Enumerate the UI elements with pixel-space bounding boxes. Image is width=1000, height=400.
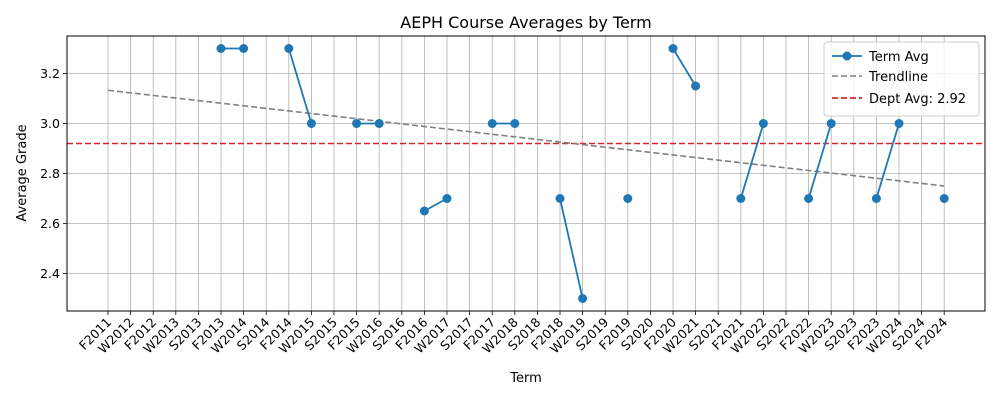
term-avg-point bbox=[419, 206, 429, 216]
term-avg-point bbox=[487, 119, 497, 128]
y-tick-label: 2.8 bbox=[40, 166, 60, 181]
plot-layer bbox=[67, 44, 985, 303]
term-avg-segment bbox=[807, 123, 833, 199]
term-avg-segment bbox=[875, 123, 900, 199]
term-avg-point bbox=[510, 119, 520, 128]
legend-label-term-avg: Term Avg bbox=[868, 50, 929, 65]
term-avg-point bbox=[442, 194, 452, 203]
y-tick-label: 3.2 bbox=[40, 66, 60, 81]
term-avg-point bbox=[374, 119, 384, 128]
term-avg-point bbox=[804, 194, 814, 203]
y-tick-label: 3.0 bbox=[40, 116, 60, 131]
term-avg-segment bbox=[672, 48, 697, 87]
y-axis-label: Average Grade bbox=[15, 124, 30, 221]
legend-label-trendline: Trendline bbox=[868, 70, 928, 85]
chart-title: AEPH Course Averages by Term bbox=[400, 13, 651, 32]
y-tick-label: 2.4 bbox=[40, 266, 60, 281]
trendline bbox=[107, 89, 945, 187]
y-tick-label: 2.6 bbox=[40, 216, 60, 231]
legend-box bbox=[823, 41, 980, 117]
term-avg-point bbox=[578, 294, 588, 303]
term-avg-point bbox=[239, 44, 249, 53]
term-avg-point bbox=[826, 119, 836, 128]
term-avg-point bbox=[758, 119, 768, 128]
term-avg-point bbox=[668, 44, 678, 53]
term-avg-segment bbox=[287, 48, 313, 124]
legend: Term Avg Trendline Dept Avg: 2.92 bbox=[823, 41, 980, 117]
term-avg-point bbox=[555, 194, 565, 203]
term-avg-point bbox=[352, 119, 362, 128]
term-avg-point bbox=[736, 194, 746, 203]
term-avg-point bbox=[306, 119, 316, 128]
term-avg-point bbox=[939, 194, 949, 203]
term-avg-segment bbox=[739, 123, 765, 199]
term-avg-point bbox=[623, 194, 633, 203]
legend-marker-term-avg bbox=[842, 51, 852, 61]
term-avg-point bbox=[216, 44, 226, 53]
term-avg-point bbox=[894, 119, 904, 128]
axis-layer: F2011W2012F2012W2013S2013F2013W2014S2014… bbox=[40, 66, 950, 356]
term-avg-point bbox=[691, 81, 701, 91]
term-avg-segment bbox=[559, 198, 584, 299]
grid-layer bbox=[67, 36, 985, 311]
legend-label-dept-avg: Dept Avg: 2.92 bbox=[869, 92, 966, 107]
term-avg-point bbox=[871, 194, 881, 203]
term-avg-point bbox=[284, 44, 294, 53]
x-axis-label: Term bbox=[509, 371, 542, 386]
